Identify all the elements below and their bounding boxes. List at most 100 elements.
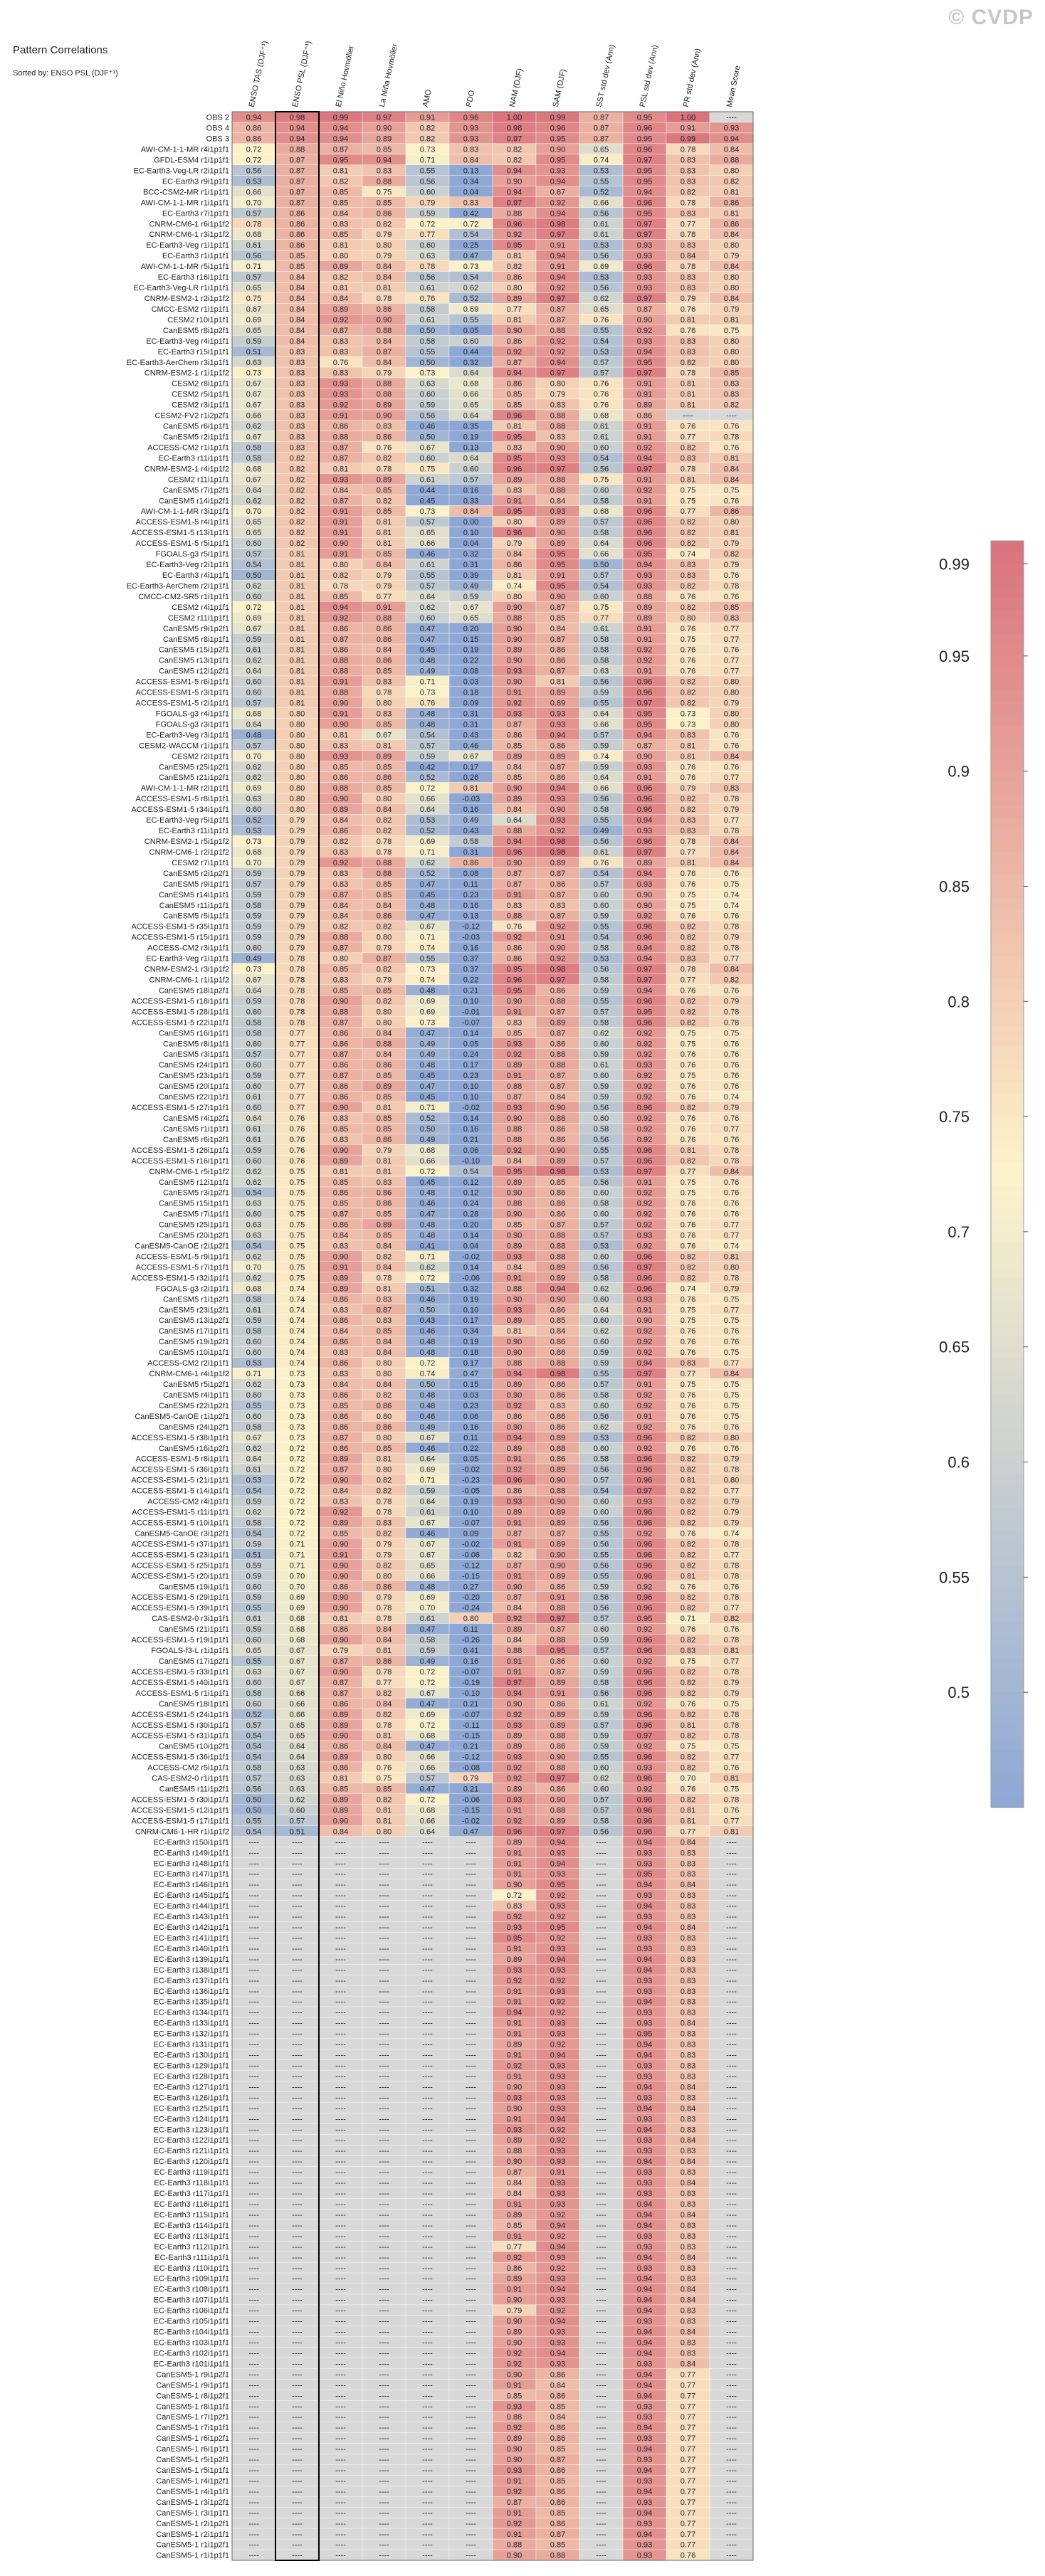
cell-value: 0.87 xyxy=(550,1072,565,1080)
cell-value: 0.46 xyxy=(420,1200,435,1208)
cell-value: 0.72 xyxy=(246,603,261,612)
cell-value: 0.91 xyxy=(507,1540,522,1548)
cell-value: 0.68 xyxy=(594,507,609,516)
cell-value: 0.60 xyxy=(594,1252,609,1261)
cell-value: 0.84 xyxy=(507,806,522,814)
cell-value: ---- xyxy=(726,1902,737,1911)
cell-value: 0.93 xyxy=(550,816,565,825)
cell-value: 0.50 xyxy=(246,1806,261,1815)
cell-value: 0.82 xyxy=(681,1104,695,1112)
cell-value: 0.82 xyxy=(333,838,348,846)
row-label: CanESM5 r24i1p2f1 xyxy=(159,1423,229,1432)
cell-value: 0.90 xyxy=(550,1477,565,1485)
cell-value: 0.83 xyxy=(463,146,478,154)
cell-value: 0.87 xyxy=(550,316,565,324)
cell-value: 0.90 xyxy=(507,1189,522,1198)
cell-value: 0.93 xyxy=(507,1721,522,1730)
cell-value: 0.83 xyxy=(463,199,478,207)
cell-value: ---- xyxy=(596,1838,606,1847)
cell-value: 0.76 xyxy=(681,1625,695,1634)
cell-value: 0.97 xyxy=(550,1775,565,1783)
cell-value: 0.62 xyxy=(246,1178,261,1187)
cell-value: ---- xyxy=(422,1934,433,1943)
cell-value: 0.57 xyxy=(594,1647,609,1655)
cell-value: ---- xyxy=(422,1977,433,1985)
cell-value: 0.84 xyxy=(681,252,695,260)
cell-value: 0.96 xyxy=(637,1509,652,1517)
cell-value: 0.80 xyxy=(333,955,348,964)
cell-value: 0.97 xyxy=(550,369,565,378)
cell-value: ---- xyxy=(335,2168,346,2177)
cell-value: 0.76 xyxy=(681,625,695,633)
row-label: CanESM5 r18i1p2f1 xyxy=(159,986,229,995)
cell-value: 0.67 xyxy=(290,1679,305,1687)
cell-value: 0.57 xyxy=(246,273,261,282)
cell-value: 0.88 xyxy=(507,1125,522,1134)
cell-value: 0.83 xyxy=(333,848,348,857)
cell-value: 0.65 xyxy=(246,529,261,537)
cell-value: 0.85 xyxy=(377,1114,392,1123)
cell-value: 0.79 xyxy=(290,944,305,953)
cell-value: 0.86 xyxy=(333,625,348,633)
cell-value: 0.81 xyxy=(377,539,392,548)
cell-value: 0.56 xyxy=(594,1689,609,1698)
cell-value: 0.64 xyxy=(594,539,609,548)
cell-value: ---- xyxy=(422,2179,433,2187)
cell-value: 0.76 xyxy=(681,1583,695,1591)
cell-value: ---- xyxy=(335,2041,346,2049)
cell-value: ---- xyxy=(726,1955,737,1964)
cell-value: 0.97 xyxy=(637,966,652,974)
row-label: CanESM5 r8i1p2f1 xyxy=(163,327,229,335)
cell-value: 0.83 xyxy=(681,2030,695,2039)
cell-value: 0.91 xyxy=(681,125,695,133)
cell-value: 0.93 xyxy=(507,1498,522,1506)
cell-value: 0.75 xyxy=(290,1252,305,1261)
cell-value: 0.81 xyxy=(290,700,305,708)
cell-value: 0.56 xyxy=(594,1178,609,1187)
cell-value: 0.90 xyxy=(333,1104,348,1112)
row-label: CNRM-ESM2-1 r4i1p1f2 xyxy=(145,465,229,473)
cell-value: 0.79 xyxy=(290,923,305,931)
cell-value: 0.72 xyxy=(507,1891,522,1900)
cell-value: 0.60 xyxy=(420,241,435,250)
cell-value: 0.82 xyxy=(681,1540,695,1548)
cell-value: 0.81 xyxy=(507,1327,522,1336)
cell-value: 0.77 xyxy=(290,1082,305,1091)
cell-value: 0.82 xyxy=(507,1551,522,1559)
cell-value: 0.76 xyxy=(681,1061,695,1070)
cell-value: 0.67 xyxy=(246,625,261,633)
cell-value: 0.88 xyxy=(333,1008,348,1016)
cell-value: 0.90 xyxy=(550,1753,565,1762)
row-label: EC-Earth3 r131i1p1f1 xyxy=(154,2041,229,2049)
cell-value: 0.92 xyxy=(507,1913,522,1921)
cell-value: 0.93 xyxy=(550,1988,565,1996)
cell-value: 0.91 xyxy=(637,1306,652,1314)
cell-value: 0.75 xyxy=(724,1029,739,1038)
cell-value: 0.83 xyxy=(681,2200,695,2209)
cell-value: 0.56 xyxy=(594,966,609,974)
cell-value: 0.67 xyxy=(463,603,478,612)
cell-value: 0.62 xyxy=(246,1274,261,1282)
cell-value: ---- xyxy=(292,2030,303,2039)
cell-value: 0.78 xyxy=(681,369,695,378)
cell-value: 0.69 xyxy=(246,316,261,324)
cell-value: 1.00 xyxy=(507,114,522,122)
cell-value: 0.88 xyxy=(333,934,348,942)
cell-value: 0.88 xyxy=(550,1114,565,1123)
cell-value: 0.96 xyxy=(637,1551,652,1559)
cell-value: 0.60 xyxy=(290,1806,305,1815)
cell-value: 0.97 xyxy=(637,700,652,708)
cell-value: 0.79 xyxy=(724,700,739,708)
cell-value: 0.99 xyxy=(681,135,695,144)
cell-value: 0.56 xyxy=(594,1413,609,1421)
cell-value: 0.91 xyxy=(637,1413,652,1421)
row-label: AWI-CM-1-1-MR r1i1p1f1 xyxy=(141,199,229,207)
cell-value: 0.78 xyxy=(724,1572,739,1580)
row-label: CanESM5 r6i1p2f1 xyxy=(163,1136,229,1144)
cell-value: 0.76 xyxy=(420,700,435,708)
cell-value: 0.86 xyxy=(550,774,565,782)
cell-value: 0.88 xyxy=(550,1604,565,1612)
cell-value: 0.94 xyxy=(333,125,348,133)
cell-value: 0.67 xyxy=(420,1434,435,1442)
cell-value: 0.75 xyxy=(681,1178,695,1187)
